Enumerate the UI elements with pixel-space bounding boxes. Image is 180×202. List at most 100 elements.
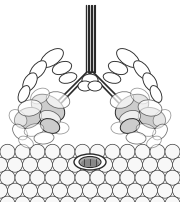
Circle shape — [8, 183, 22, 198]
Polygon shape — [39, 72, 91, 120]
Ellipse shape — [108, 61, 128, 75]
Circle shape — [53, 157, 68, 172]
Polygon shape — [86, 5, 94, 72]
Circle shape — [105, 170, 120, 185]
Ellipse shape — [111, 122, 129, 134]
Polygon shape — [89, 72, 141, 120]
Ellipse shape — [131, 88, 149, 104]
Circle shape — [172, 183, 180, 198]
Circle shape — [150, 196, 165, 202]
Circle shape — [30, 144, 45, 159]
Circle shape — [82, 157, 98, 172]
Circle shape — [60, 196, 75, 202]
Polygon shape — [92, 5, 94, 72]
Circle shape — [75, 196, 90, 202]
Ellipse shape — [74, 154, 106, 170]
Ellipse shape — [110, 92, 134, 108]
Ellipse shape — [82, 74, 98, 86]
Circle shape — [90, 196, 105, 202]
Circle shape — [165, 170, 180, 185]
Circle shape — [15, 144, 30, 159]
Ellipse shape — [19, 136, 33, 148]
Circle shape — [15, 196, 30, 202]
Circle shape — [0, 183, 8, 198]
Circle shape — [127, 183, 143, 198]
Ellipse shape — [136, 124, 156, 136]
Ellipse shape — [143, 73, 157, 91]
Ellipse shape — [39, 110, 61, 126]
Ellipse shape — [34, 132, 54, 144]
Ellipse shape — [134, 61, 150, 79]
Circle shape — [60, 144, 75, 159]
Circle shape — [53, 183, 68, 198]
Ellipse shape — [41, 49, 63, 67]
Circle shape — [165, 144, 180, 159]
Circle shape — [158, 157, 172, 172]
Ellipse shape — [115, 94, 149, 122]
Circle shape — [143, 183, 158, 198]
Ellipse shape — [31, 94, 65, 122]
Ellipse shape — [103, 73, 121, 83]
Ellipse shape — [147, 136, 161, 148]
Ellipse shape — [79, 157, 101, 167]
Circle shape — [22, 157, 37, 172]
Ellipse shape — [78, 81, 92, 91]
Ellipse shape — [30, 61, 46, 79]
Circle shape — [82, 183, 98, 198]
Circle shape — [90, 170, 105, 185]
Circle shape — [0, 144, 15, 159]
Circle shape — [68, 183, 82, 198]
Ellipse shape — [88, 81, 102, 91]
Circle shape — [8, 157, 22, 172]
Circle shape — [98, 183, 112, 198]
Circle shape — [75, 144, 90, 159]
Ellipse shape — [18, 100, 42, 116]
Circle shape — [150, 144, 165, 159]
Circle shape — [172, 157, 180, 172]
Circle shape — [0, 170, 15, 185]
Circle shape — [158, 183, 172, 198]
Circle shape — [37, 157, 53, 172]
Circle shape — [0, 196, 15, 202]
Ellipse shape — [120, 119, 140, 133]
Circle shape — [45, 196, 60, 202]
Ellipse shape — [153, 124, 167, 140]
Ellipse shape — [126, 132, 146, 144]
Circle shape — [0, 157, 8, 172]
Polygon shape — [86, 5, 88, 72]
Circle shape — [105, 196, 120, 202]
Ellipse shape — [9, 110, 27, 126]
Ellipse shape — [31, 88, 49, 104]
Ellipse shape — [153, 110, 171, 126]
Ellipse shape — [117, 49, 139, 67]
Circle shape — [135, 170, 150, 185]
Circle shape — [112, 183, 127, 198]
Ellipse shape — [51, 122, 69, 134]
Ellipse shape — [18, 86, 30, 102]
Circle shape — [105, 144, 120, 159]
Circle shape — [98, 157, 112, 172]
Circle shape — [127, 157, 143, 172]
Circle shape — [112, 157, 127, 172]
Ellipse shape — [14, 107, 42, 128]
Circle shape — [120, 144, 135, 159]
Circle shape — [37, 183, 53, 198]
Ellipse shape — [59, 73, 77, 83]
Ellipse shape — [13, 124, 27, 140]
Circle shape — [45, 170, 60, 185]
Circle shape — [60, 170, 75, 185]
Circle shape — [135, 196, 150, 202]
Circle shape — [165, 196, 180, 202]
Circle shape — [90, 144, 105, 159]
Ellipse shape — [46, 92, 70, 108]
Ellipse shape — [52, 61, 72, 75]
Circle shape — [150, 170, 165, 185]
Circle shape — [143, 157, 158, 172]
Ellipse shape — [150, 86, 162, 102]
Ellipse shape — [119, 110, 141, 126]
Ellipse shape — [138, 107, 166, 128]
Circle shape — [22, 183, 37, 198]
Ellipse shape — [24, 124, 44, 136]
Circle shape — [45, 144, 60, 159]
Circle shape — [120, 196, 135, 202]
